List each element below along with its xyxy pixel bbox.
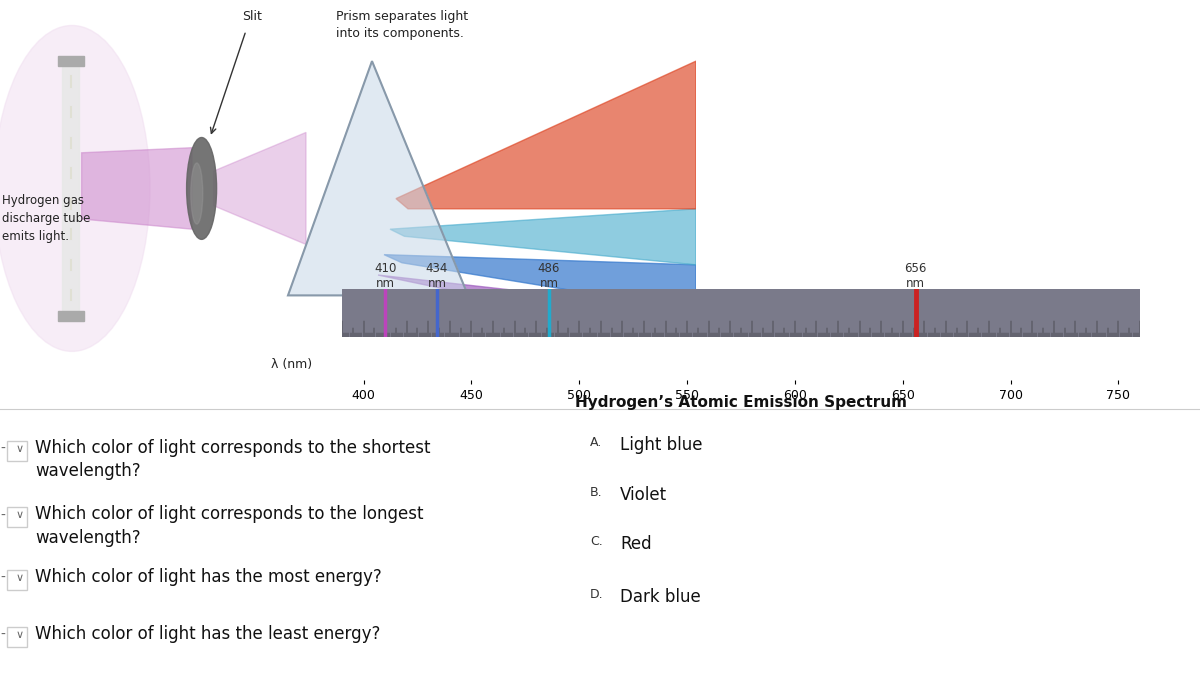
Bar (7, 507, 28, 528)
Text: -: - (0, 571, 5, 586)
Polygon shape (378, 275, 696, 341)
Bar (58, 311, 84, 321)
Text: Dark blue: Dark blue (620, 588, 701, 606)
Text: λ (nm): λ (nm) (271, 357, 312, 371)
Text: ∨: ∨ (16, 573, 24, 583)
Bar (7, 441, 28, 460)
Text: ∨: ∨ (16, 510, 24, 520)
Bar (62, 61, 79, 316)
Text: 434
nm: 434 nm (426, 262, 448, 291)
Polygon shape (214, 133, 306, 244)
Text: C.: C. (590, 536, 602, 548)
Text: B.: B. (590, 485, 602, 499)
Text: ∨: ∨ (16, 630, 24, 640)
Polygon shape (390, 209, 696, 265)
Ellipse shape (0, 26, 150, 351)
Text: Slit: Slit (242, 10, 262, 24)
Text: ∨: ∨ (16, 444, 24, 454)
Text: Hydrogen’s Atomic Emission Spectrum: Hydrogen’s Atomic Emission Spectrum (575, 395, 907, 410)
Text: Which color of light has the most energy?: Which color of light has the most energy… (35, 568, 382, 586)
Text: A.: A. (590, 435, 602, 449)
Text: 486
nm: 486 nm (538, 262, 560, 291)
Polygon shape (384, 254, 696, 311)
Text: Red: Red (620, 536, 652, 553)
Ellipse shape (187, 137, 216, 240)
Bar (7, 570, 28, 590)
Text: 656
nm: 656 nm (905, 262, 926, 291)
Text: -: - (0, 509, 5, 522)
Text: -: - (0, 441, 5, 456)
Text: Hydrogen gas
discharge tube
emits light.: Hydrogen gas discharge tube emits light. (2, 194, 91, 244)
Text: Which color of light has the least energy?: Which color of light has the least energ… (35, 625, 380, 643)
Bar (7, 627, 28, 647)
Text: -: - (0, 628, 5, 642)
Polygon shape (288, 61, 468, 295)
Polygon shape (396, 61, 696, 209)
Text: Which color of light corresponds to the shortest
wavelength?: Which color of light corresponds to the … (35, 439, 431, 481)
Polygon shape (82, 147, 192, 229)
Text: Violet: Violet (620, 485, 667, 503)
Text: 410
nm: 410 nm (374, 262, 396, 291)
Text: Light blue: Light blue (620, 435, 702, 454)
Text: Prism separates light
into its components.: Prism separates light into its component… (336, 10, 468, 40)
Bar (58, 56, 84, 66)
Ellipse shape (191, 163, 203, 224)
Text: Which color of light corresponds to the longest
wavelength?: Which color of light corresponds to the … (35, 505, 424, 547)
Text: D.: D. (590, 588, 604, 601)
